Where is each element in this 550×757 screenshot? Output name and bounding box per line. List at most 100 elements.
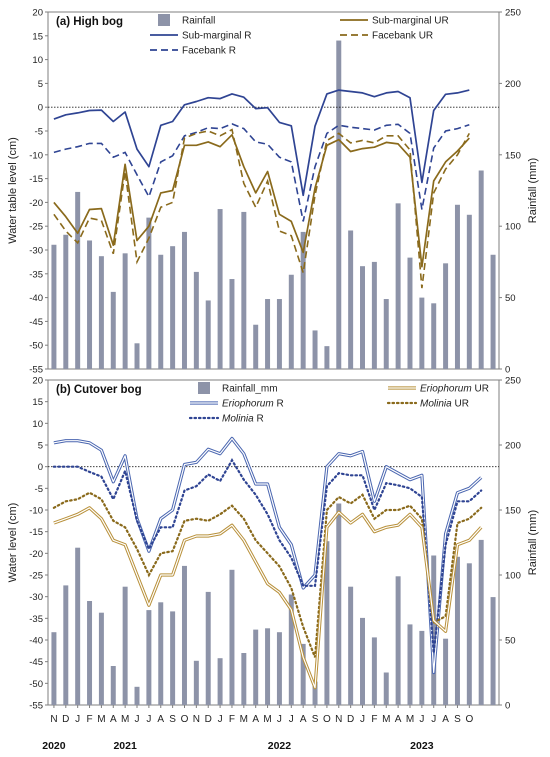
y2-tick-label: 250 bbox=[505, 8, 521, 19]
legend-swatch bbox=[158, 14, 170, 26]
rainfall-bar bbox=[110, 291, 116, 369]
legend-label: Rainfall_mm bbox=[222, 384, 278, 395]
x-tick-label: S bbox=[312, 714, 319, 725]
rainfall-bar bbox=[454, 556, 460, 705]
legend-bar-swatch bbox=[158, 14, 170, 26]
rainfall-bar bbox=[478, 539, 484, 705]
rainfall-bar bbox=[253, 324, 259, 369]
rainfall-bar bbox=[122, 253, 128, 369]
rainfall-bar bbox=[371, 261, 377, 369]
rainfall-bar bbox=[288, 274, 294, 369]
x-tick-label: J bbox=[431, 714, 436, 725]
y-tick-label: 0 bbox=[38, 462, 43, 473]
y2-tick-label: 250 bbox=[505, 376, 521, 387]
year-label: 2021 bbox=[113, 740, 137, 752]
x-tick-label: F bbox=[229, 714, 235, 725]
rainfall-bar bbox=[193, 660, 199, 705]
rainfall-bar bbox=[348, 586, 354, 705]
legend-label: Eriophorum R bbox=[222, 399, 284, 410]
panel-title: (b) Cutover bog bbox=[56, 384, 142, 396]
rainfall-bar bbox=[51, 244, 57, 369]
x-tick-label: A bbox=[442, 714, 449, 725]
rainfall-bar bbox=[193, 271, 199, 369]
y-tick-label: -15 bbox=[29, 527, 43, 538]
y-tick-label: -55 bbox=[29, 701, 43, 712]
x-tick-label: M bbox=[240, 714, 248, 725]
rainfall-bar bbox=[63, 585, 69, 705]
rainfall-bar bbox=[205, 300, 211, 369]
y-axis-title: Water table level (cm) bbox=[7, 137, 19, 244]
x-tick-label: F bbox=[371, 714, 377, 725]
legend-label-italic: Molinia bbox=[420, 399, 452, 410]
y-tick-label: 15 bbox=[32, 397, 43, 408]
rainfall-bar bbox=[253, 629, 259, 705]
x-tick-label: J bbox=[146, 714, 151, 725]
x-tick-label: D bbox=[205, 714, 212, 725]
rainfall-bar bbox=[324, 541, 330, 705]
y-tick-label: -45 bbox=[29, 317, 43, 328]
y-tick-label: 15 bbox=[32, 31, 43, 42]
rainfall-bar bbox=[490, 597, 496, 705]
y2-tick-label: 200 bbox=[505, 79, 521, 90]
legend-label-italic: Eriophorum bbox=[222, 399, 274, 410]
series-line bbox=[53, 123, 470, 222]
rainfall-bar bbox=[407, 624, 413, 705]
x-tick-label: N bbox=[335, 714, 342, 725]
legend-label-rest: UR bbox=[472, 384, 489, 395]
x-tick-label: A bbox=[395, 714, 402, 725]
rainfall-bar bbox=[383, 299, 389, 369]
legend-label: Molinia R bbox=[222, 414, 264, 425]
y2-tick-label: 100 bbox=[505, 571, 521, 582]
rainfall-bar bbox=[217, 658, 223, 705]
rainfall-bar bbox=[300, 231, 306, 369]
plot-frame bbox=[47, 379, 500, 706]
rainfall-bar bbox=[419, 630, 425, 705]
rainfall-bar bbox=[300, 643, 306, 705]
legend-label: Sub-marginal R bbox=[182, 31, 251, 42]
legend-label: Rainfall bbox=[182, 16, 215, 27]
legend-label-italic: Eriophorum bbox=[420, 384, 472, 395]
plot-frame bbox=[47, 11, 500, 370]
legend-label: Facebank R bbox=[182, 46, 236, 57]
year-label: 2023 bbox=[410, 740, 434, 752]
y-tick-label: -5 bbox=[35, 484, 43, 495]
rainfall-bar bbox=[170, 611, 176, 705]
rainfall-bar bbox=[454, 204, 460, 369]
y-tick-label: -35 bbox=[29, 614, 43, 625]
legend-label-rest: R bbox=[254, 414, 264, 425]
y-tick-label: -55 bbox=[29, 365, 43, 376]
rainfall-bar bbox=[371, 637, 377, 705]
rainfall-bar bbox=[490, 254, 496, 369]
y-tick-label: -45 bbox=[29, 657, 43, 668]
x-tick-label: M bbox=[121, 714, 129, 725]
x-tick-label: J bbox=[419, 714, 424, 725]
rainfall-bar bbox=[158, 602, 164, 705]
y-tick-label: -25 bbox=[29, 222, 43, 233]
rainfall-bar bbox=[63, 234, 69, 369]
y-tick-label: -50 bbox=[29, 679, 43, 690]
year-label: 2020 bbox=[42, 740, 66, 752]
series-line bbox=[53, 133, 470, 268]
rainfall-bar bbox=[229, 279, 235, 369]
x-tick-label: A bbox=[252, 714, 259, 725]
rainfall-bar bbox=[217, 209, 223, 369]
rainfall-bar bbox=[443, 638, 449, 705]
x-tick-label: O bbox=[323, 714, 331, 725]
x-tick-label: S bbox=[169, 714, 176, 725]
x-tick-label: S bbox=[454, 714, 461, 725]
rainfall-bar bbox=[205, 591, 211, 705]
rainfall-bar bbox=[75, 191, 81, 369]
series-line bbox=[52, 458, 483, 654]
rainfall-bar bbox=[288, 594, 294, 705]
rainfall-bar bbox=[312, 330, 318, 369]
legend-label-rest: UR bbox=[452, 399, 469, 410]
x-tick-label: D bbox=[62, 714, 69, 725]
y2-axis-title: Rainfall (mm) bbox=[527, 158, 539, 223]
rainfall-bar bbox=[395, 576, 401, 705]
rainfall-bar bbox=[407, 257, 413, 369]
y2-tick-label: 150 bbox=[505, 506, 521, 517]
x-tick-label: A bbox=[157, 714, 164, 725]
rainfall-bar bbox=[395, 203, 401, 369]
